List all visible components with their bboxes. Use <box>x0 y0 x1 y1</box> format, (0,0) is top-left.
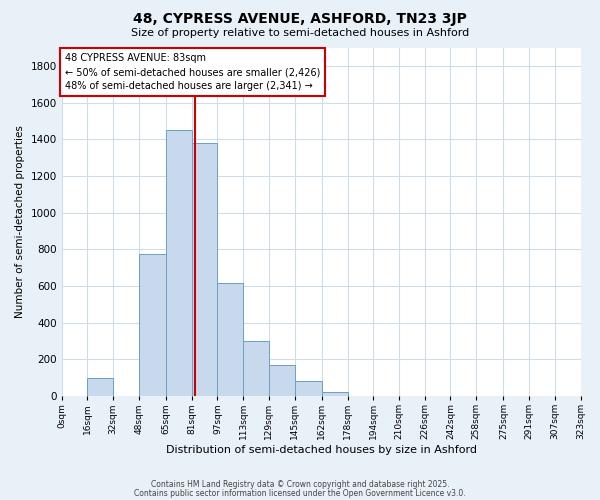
X-axis label: Distribution of semi-detached houses by size in Ashford: Distribution of semi-detached houses by … <box>166 445 476 455</box>
Text: Contains HM Land Registry data © Crown copyright and database right 2025.: Contains HM Land Registry data © Crown c… <box>151 480 449 489</box>
Bar <box>295 382 322 396</box>
Bar <box>269 365 295 396</box>
Bar <box>139 254 166 396</box>
Bar <box>88 378 113 396</box>
Bar <box>166 130 192 396</box>
Text: Size of property relative to semi-detached houses in Ashford: Size of property relative to semi-detach… <box>131 28 469 38</box>
Bar <box>322 392 347 396</box>
Y-axis label: Number of semi-detached properties: Number of semi-detached properties <box>15 126 25 318</box>
Text: 48, CYPRESS AVENUE, ASHFORD, TN23 3JP: 48, CYPRESS AVENUE, ASHFORD, TN23 3JP <box>133 12 467 26</box>
Text: Contains public sector information licensed under the Open Government Licence v3: Contains public sector information licen… <box>134 489 466 498</box>
Bar <box>217 284 243 396</box>
Text: 48 CYPRESS AVENUE: 83sqm
← 50% of semi-detached houses are smaller (2,426)
48% o: 48 CYPRESS AVENUE: 83sqm ← 50% of semi-d… <box>65 53 320 91</box>
Bar <box>243 341 269 396</box>
Bar <box>192 143 217 396</box>
